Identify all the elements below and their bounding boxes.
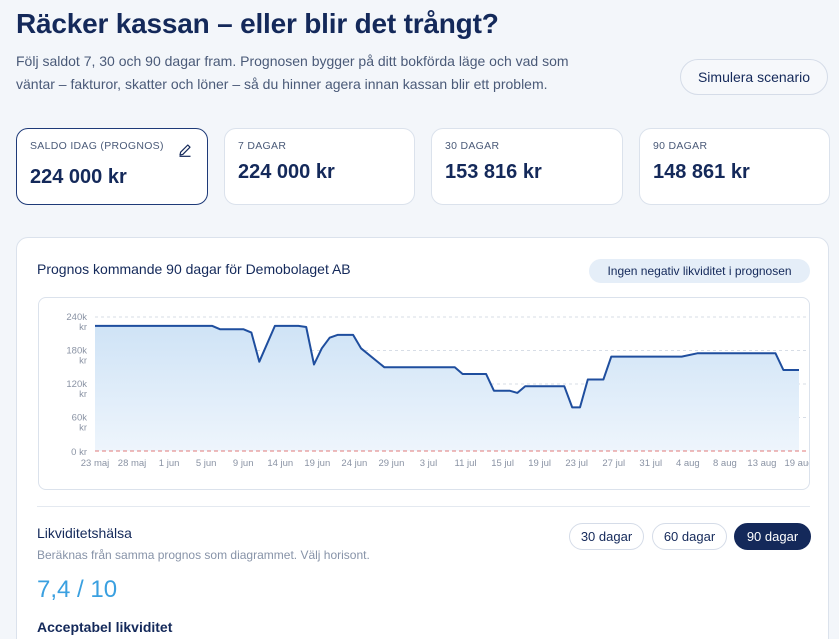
x-tick-label: 1 jun <box>159 458 180 469</box>
health-score: 7,4 / 10 <box>37 576 118 603</box>
y-tick-unit: kr <box>79 356 87 367</box>
intro-line: Följ saldot 7, 30 och 90 dagar fram. Pro… <box>16 53 569 69</box>
x-tick-label: 31 jul <box>639 458 662 469</box>
x-tick-label: 5 jun <box>196 458 217 469</box>
health-score-label: Acceptabel likviditet <box>37 619 173 635</box>
y-tick-label: 180k <box>66 346 87 357</box>
page-title: Räcker kassan – eller blir det trångt? <box>16 8 499 39</box>
forecast-area <box>95 325 799 451</box>
y-tick-label: 60k <box>72 413 88 424</box>
x-tick-label: 8 aug <box>713 458 737 469</box>
kpi-label: 90 DAGAR <box>653 140 708 152</box>
divider <box>37 506 810 507</box>
forecast-chart: 240k kr 180k kr 120k kr 60k kr 0 kr 23 maj 28 maj 1… <box>38 297 810 490</box>
kpi-card-today[interactable]: SALDO IDAG (PROGNOS) 224 000 kr <box>16 128 208 205</box>
intro-text: Följ saldot 7, 30 och 90 dagar fram. Pro… <box>16 50 616 96</box>
x-tick-label: 24 jun <box>341 458 367 469</box>
horizon-90-button[interactable]: 90 dagar <box>734 523 811 550</box>
status-badge: Ingen negativ likviditet i prognosen <box>589 259 810 283</box>
x-tick-label: 27 jul <box>602 458 625 469</box>
chart-title: Prognos kommande 90 dagar för Demobolage… <box>37 261 351 277</box>
forecast-card: Prognos kommande 90 dagar för Demobolage… <box>16 237 829 639</box>
x-tick-label: 19 jul <box>528 458 551 469</box>
x-tick-label: 19 aug <box>784 458 810 469</box>
y-tick-unit: kr <box>79 322 87 333</box>
x-tick-label: 23 maj <box>81 458 110 469</box>
kpi-card-30-days: 30 DAGAR 153 816 kr <box>431 128 623 205</box>
x-tick-label: 4 aug <box>676 458 700 469</box>
x-tick-label: 15 jul <box>491 458 514 469</box>
x-tick-label: 3 jul <box>420 458 437 469</box>
x-tick-label: 19 jun <box>304 458 330 469</box>
horizon-30-button[interactable]: 30 dagar <box>569 523 644 550</box>
kpi-value: 224 000 kr <box>30 166 127 188</box>
kpi-value: 153 816 kr <box>445 161 542 183</box>
kpi-label: 7 DAGAR <box>238 140 287 152</box>
x-tick-label: 11 jul <box>455 458 477 469</box>
horizon-60-button[interactable]: 60 dagar <box>652 523 727 550</box>
x-tick-label: 14 jun <box>267 458 293 469</box>
y-tick-unit: kr <box>79 389 87 400</box>
x-tick-label: 28 maj <box>118 458 147 469</box>
pencil-icon[interactable] <box>177 142 193 158</box>
kpi-value: 224 000 kr <box>238 161 335 183</box>
x-tick-label: 23 jul <box>565 458 588 469</box>
kpi-card-7-days: 7 DAGAR 224 000 kr <box>224 128 415 205</box>
intro-line: väntar – fakturor, skatter och löner – s… <box>16 76 548 92</box>
x-tick-label: 13 aug <box>747 458 776 469</box>
y-tick-unit: kr <box>79 423 87 434</box>
kpi-value: 148 861 kr <box>653 161 750 183</box>
y-tick-label: 240k <box>66 312 87 323</box>
kpi-card-90-days: 90 DAGAR 148 861 kr <box>639 128 830 205</box>
x-tick-label: 29 jun <box>378 458 404 469</box>
kpi-label: SALDO IDAG (PROGNOS) <box>30 140 164 152</box>
simulate-scenario-button[interactable]: Simulera scenario <box>680 59 828 95</box>
x-tick-label: 9 jun <box>233 458 254 469</box>
forecast-line <box>95 324 799 409</box>
health-title: Likviditetshälsa <box>37 525 132 541</box>
y-tick-label: 120k <box>66 379 87 390</box>
y-tick-label: 0 kr <box>71 447 87 458</box>
health-subtitle: Beräknas från samma prognos som diagramm… <box>37 548 370 562</box>
kpi-label: 30 DAGAR <box>445 140 500 152</box>
